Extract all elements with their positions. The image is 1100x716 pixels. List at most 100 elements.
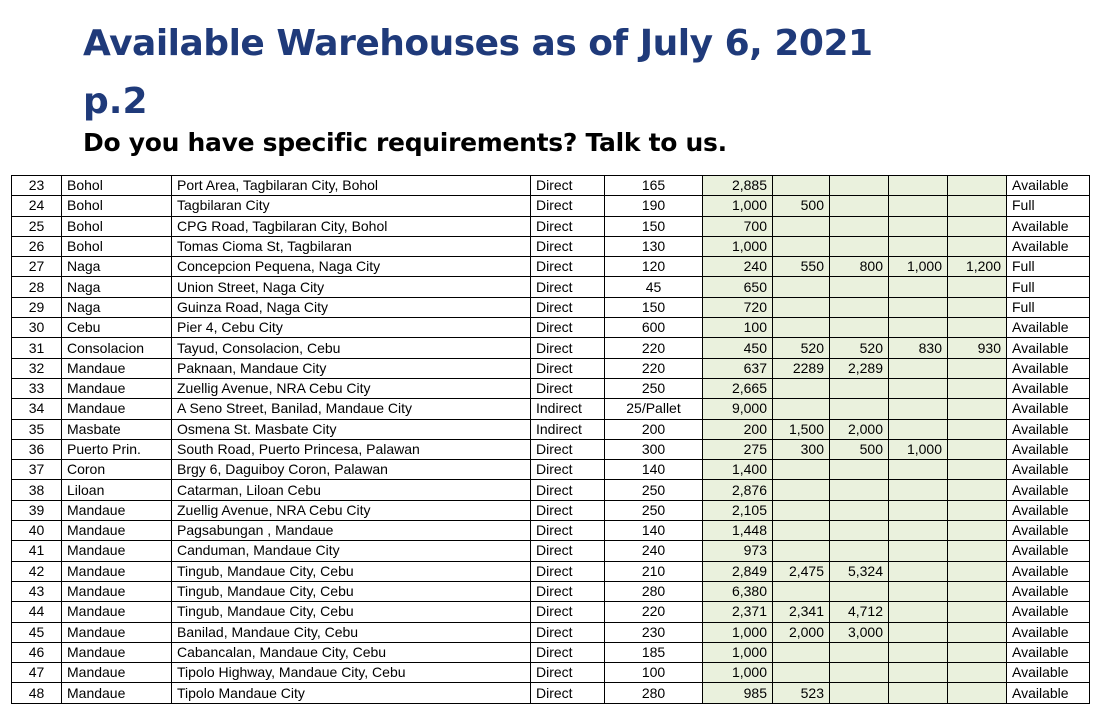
table-row: 32 Mandaue Paknaan, Mandaue City Direct 220 6…: [11, 357, 1090, 379]
type-cell: Direct: [530, 682, 605, 704]
value-cell-3: [829, 520, 889, 542]
value-cell-3: [829, 682, 889, 704]
value-cell-4: [888, 682, 948, 704]
area-cell: Mandaue: [61, 499, 172, 522]
address-cell: Tayud, Consolacion, Cebu: [171, 337, 531, 359]
row-number-cell: 28: [11, 276, 62, 298]
value-cell-4: 1,000: [888, 256, 948, 278]
area-cell: Bohol: [61, 174, 172, 197]
area-cell: Mandaue: [61, 377, 172, 400]
page-title: Available Warehouses as of July 6, 2021: [83, 23, 873, 64]
value-cell-3: [829, 540, 889, 562]
value-cell-5: [947, 195, 1007, 217]
size-cell: 200: [604, 418, 703, 440]
area-cell: Mandaue: [61, 601, 172, 623]
value-cell-2: [772, 296, 830, 319]
type-cell: Direct: [530, 641, 605, 664]
value-cell-1: 450: [702, 337, 773, 359]
size-cell: 240: [604, 540, 703, 562]
address-cell: Tomas Cioma St, Tagbilaran: [171, 235, 531, 258]
value-cell-2: [772, 520, 830, 542]
area-cell: Mandaue: [61, 682, 172, 704]
table-row: 31 Consolacion Tayud, Consolacion, Cebu Dir…: [11, 337, 1090, 359]
status-cell: Available: [1006, 479, 1090, 501]
row-number-cell: 31: [11, 337, 62, 359]
value-cell-5: [947, 580, 1007, 603]
status-cell: Full: [1006, 195, 1090, 217]
value-cell-2: 500: [772, 195, 830, 217]
area-cell: Mandaue: [61, 357, 172, 379]
row-number-cell: 40: [11, 520, 62, 542]
value-cell-2: [772, 662, 830, 684]
table-row: 33 Mandaue Zuellig Avenue, NRA Cebu City Di…: [11, 377, 1090, 400]
area-cell: Coron: [61, 459, 172, 481]
value-cell-5: [947, 296, 1007, 319]
value-cell-2: [772, 276, 830, 298]
value-cell-2: 1,500: [772, 418, 830, 440]
area-cell: Bohol: [61, 235, 172, 258]
address-cell: Union Street, Naga City: [171, 276, 531, 298]
row-number-cell: 25: [11, 215, 62, 237]
value-cell-4: [888, 479, 948, 501]
type-cell: Direct: [530, 357, 605, 379]
size-cell: 220: [604, 601, 703, 623]
value-cell-3: 520: [829, 337, 889, 359]
table-row: 30 Cebu Pier 4, Cebu City Direct 600 100 Avail…: [11, 317, 1090, 339]
value-cell-2: 300: [772, 438, 830, 461]
type-cell: Indirect: [530, 398, 605, 420]
row-number-cell: 26: [11, 235, 62, 258]
area-cell: Mandaue: [61, 641, 172, 664]
type-cell: Direct: [530, 215, 605, 237]
value-cell-1: 973: [702, 540, 773, 562]
area-cell: Bohol: [61, 215, 172, 237]
status-cell: Available: [1006, 398, 1090, 420]
size-cell: 230: [604, 621, 703, 643]
row-number-cell: 36: [11, 438, 62, 461]
value-cell-3: 5,324: [829, 560, 889, 582]
status-cell: Available: [1006, 621, 1090, 643]
value-cell-3: [829, 317, 889, 339]
value-cell-2: [772, 479, 830, 501]
row-number-cell: 32: [11, 357, 62, 379]
value-cell-3: 500: [829, 438, 889, 461]
size-cell: 190: [604, 195, 703, 217]
type-cell: Direct: [530, 479, 605, 501]
address-cell: Canduman, Mandaue City: [171, 540, 531, 562]
address-cell: Guinza Road, Naga City: [171, 296, 531, 319]
value-cell-5: [947, 459, 1007, 481]
status-cell: Available: [1006, 357, 1090, 379]
value-cell-3: [829, 296, 889, 319]
type-cell: Direct: [530, 499, 605, 522]
value-cell-3: [829, 174, 889, 197]
size-cell: 210: [604, 560, 703, 582]
value-cell-3: [829, 580, 889, 603]
address-cell: Tingub, Mandaue City, Cebu: [171, 560, 531, 582]
address-cell: Paknaan, Mandaue City: [171, 357, 531, 379]
value-cell-4: [888, 560, 948, 582]
type-cell: Direct: [530, 337, 605, 359]
type-cell: Direct: [530, 662, 605, 684]
size-cell: 150: [604, 215, 703, 237]
value-cell-3: [829, 235, 889, 258]
area-cell: Consolacion: [61, 337, 172, 359]
value-cell-5: [947, 235, 1007, 258]
address-cell: Pagsabungan , Mandaue: [171, 520, 531, 542]
value-cell-5: [947, 621, 1007, 643]
value-cell-5: [947, 398, 1007, 420]
type-cell: Direct: [530, 621, 605, 643]
type-cell: Direct: [530, 276, 605, 298]
table-row: 25 Bohol CPG Road, Tagbilaran City, Bohol D…: [11, 215, 1090, 237]
value-cell-3: 2,289: [829, 357, 889, 379]
status-cell: Available: [1006, 540, 1090, 562]
row-number-cell: 23: [11, 174, 62, 197]
value-cell-5: [947, 174, 1007, 197]
status-cell: Available: [1006, 215, 1090, 237]
value-cell-4: [888, 317, 948, 339]
value-cell-5: [947, 499, 1007, 522]
size-cell: 140: [604, 520, 703, 542]
table-row: 26 Bohol Tomas Cioma St, Tagbilaran Direct 1…: [11, 235, 1090, 258]
status-cell: Available: [1006, 520, 1090, 542]
size-cell: 150: [604, 296, 703, 319]
value-cell-4: 830: [888, 337, 948, 359]
row-number-cell: 37: [11, 459, 62, 481]
